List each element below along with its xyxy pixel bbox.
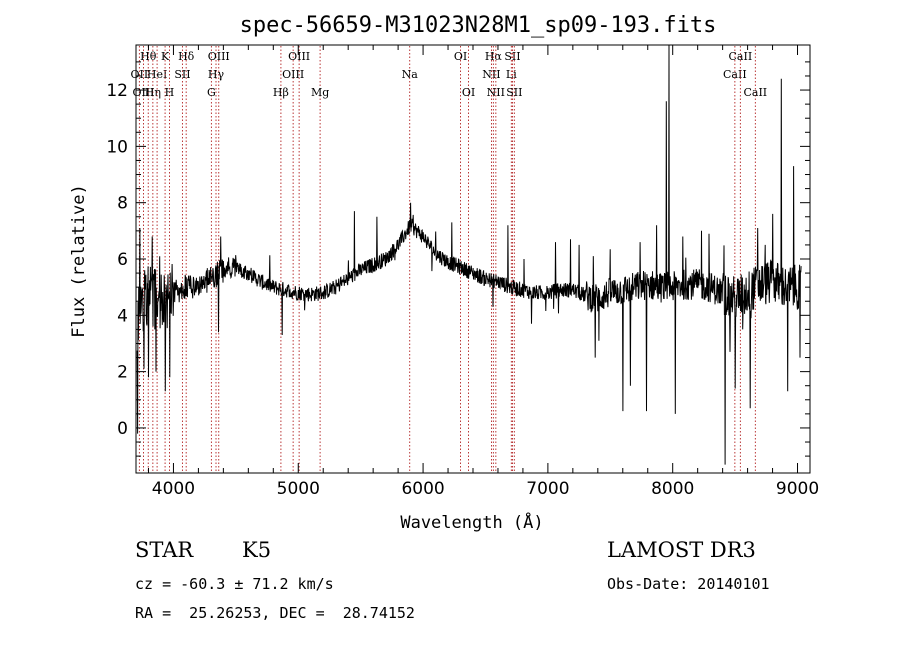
spectral-line-label: Mg — [311, 86, 329, 99]
y-tick-label: 12 — [106, 81, 128, 101]
spectral-line-label: Hβ — [273, 86, 289, 99]
redshift-velocity: cz = -60.3 ± 71.2 km/s — [135, 575, 334, 593]
y-tick-label: 8 — [117, 194, 128, 214]
x-tick-label: 6000 — [401, 479, 444, 499]
x-tick-label: 9000 — [776, 479, 819, 499]
chart-title: spec-56659-M31023N28M1_sp09-193.fits — [240, 13, 717, 38]
spectral-line-markers: OII OIII Hθ Hη HeI K H SII Hδ G Hγ OIII Hβ OIII OIII Mg… — [131, 46, 767, 472]
coordinates: RA = 25.26253, DEC = 28.74152 — [135, 604, 415, 622]
spectral-line-label: Li — [506, 68, 517, 81]
y-axis-label: Flux (relative) — [69, 184, 89, 338]
spectral-line-label: Hθ — [140, 50, 157, 63]
spectral-line-label: SII — [504, 50, 520, 63]
spectral-line-label: Hγ — [208, 68, 225, 81]
x-tick-label: 4000 — [152, 479, 195, 499]
survey-name: LAMOST DR3 — [607, 538, 756, 562]
spectral-line-label: OII — [131, 68, 149, 81]
spectral-line-label: HeI — [147, 68, 167, 81]
y-tick-label: 6 — [117, 250, 128, 270]
spectral-line-label: Hδ — [178, 50, 195, 63]
axis-ticks: 4000 5000 6000 7000 8000 9000 0 2 4 6 8 10 12 — [106, 45, 819, 499]
object-subclass: K5 — [242, 538, 272, 562]
observation-date: Obs-Date: 20140101 — [607, 575, 770, 593]
y-tick-label: 0 — [117, 419, 128, 439]
y-tick-label: 10 — [106, 137, 128, 157]
spectral-line-label: SII — [506, 86, 522, 99]
spectral-line-label: OIII — [288, 50, 310, 63]
spectral-line-label: NII — [482, 68, 500, 81]
spectral-line-label: CaII — [723, 68, 747, 81]
x-axis-label: Wavelength (Å) — [400, 511, 543, 533]
y-tick-label: 2 — [117, 363, 128, 383]
spectral-line-label: OI — [462, 86, 475, 99]
object-class: STAR — [135, 538, 194, 562]
spectral-line-label: CaII — [743, 86, 767, 99]
x-tick-label: 8000 — [651, 479, 694, 499]
spectral-line-label: CaII — [729, 50, 753, 63]
spectral-line-label: Hα — [485, 50, 503, 63]
spectral-line-label: SII — [174, 68, 190, 81]
spectral-line-label: OIII — [132, 86, 154, 99]
x-tick-label: 7000 — [526, 479, 569, 499]
y-tick-label: 4 — [117, 306, 128, 326]
spectral-line-label: NII — [487, 86, 505, 99]
spectral-line-label: K — [161, 50, 170, 63]
spectral-line-label: OIII — [208, 50, 230, 63]
spectral-line-label: Hη — [145, 86, 161, 99]
x-tick-label: 5000 — [277, 479, 320, 499]
spectral-line-label: G — [207, 86, 216, 99]
spectral-line-label: Na — [402, 68, 419, 81]
spectrum-line — [136, 44, 802, 465]
spectral-line-label: OI — [454, 50, 467, 63]
spectral-line-label: OIII — [282, 68, 304, 81]
spectral-line-label: H — [165, 86, 175, 99]
